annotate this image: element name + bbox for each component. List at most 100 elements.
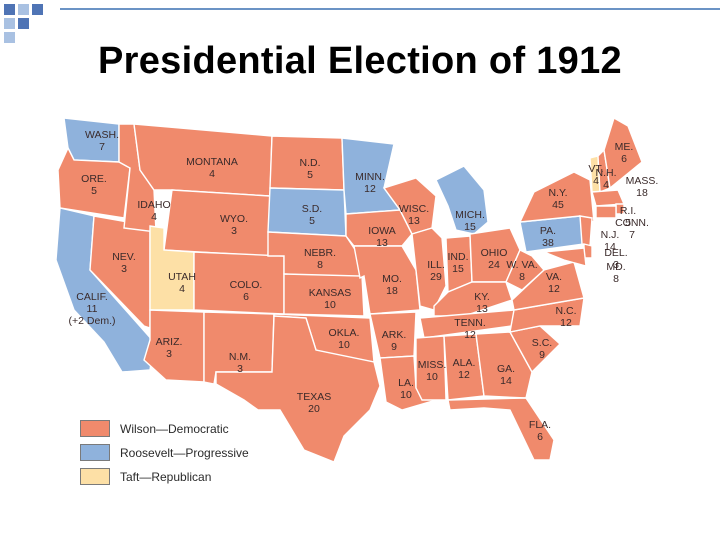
corner-square — [4, 32, 15, 43]
state-abbr: N.Y. — [548, 187, 567, 199]
state-conn — [595, 205, 617, 219]
state-abbr: NEV. — [112, 251, 136, 263]
state-label-me: ME. 6 — [615, 141, 634, 165]
state-label-ore: ORE. 5 — [81, 173, 107, 197]
title-rule — [60, 8, 720, 10]
state-label-okla: OKLA. 10 — [329, 327, 360, 351]
legend-label: Taft—Republican — [120, 469, 212, 484]
state-electoral-votes: 5 — [625, 217, 631, 229]
state-abbr: MISS. — [418, 359, 447, 371]
state-electoral-votes: 38 — [542, 237, 554, 249]
state-label-tenn: TENN. 12 — [454, 317, 486, 341]
state-electoral-votes: 18 — [386, 285, 398, 297]
state-abbr: S.C. — [532, 337, 552, 349]
corner-square — [4, 18, 15, 29]
state-note: (+2 Dem.) — [69, 315, 116, 327]
state-electoral-votes: 4 — [603, 179, 609, 191]
state-abbr: CALIF. — [76, 291, 108, 303]
state-electoral-votes: 12 — [364, 183, 376, 195]
state-label-nh: N.H. 4 — [596, 167, 617, 191]
state-abbr: LA. — [398, 377, 414, 389]
state-ill — [411, 227, 447, 311]
state-label-md: MD. 8 — [606, 261, 625, 285]
state-abbr: MONTANA — [186, 156, 238, 168]
state-abbr: MASS. — [626, 175, 659, 187]
state-electoral-votes: 10 — [324, 299, 336, 311]
state-label-miss: MISS. 10 — [418, 359, 447, 383]
state-abbr: UTAH — [168, 271, 196, 283]
state-electoral-votes: 18 — [636, 187, 648, 199]
state-miss — [415, 335, 447, 401]
state-electoral-votes: 12 — [464, 329, 476, 341]
state-electoral-votes: 3 — [121, 263, 127, 275]
state-label-conn: CONN. 7 — [615, 217, 649, 241]
state-label-iowa: IOWA 13 — [368, 225, 396, 249]
state-label-calif: CALIF. 11 (+2 Dem.) — [69, 291, 116, 327]
state-electoral-votes: 11 — [87, 303, 98, 315]
state-abbr: VA. — [546, 271, 562, 283]
state-label-nd: N.D. 5 — [300, 157, 321, 181]
state-electoral-votes: 20 — [308, 403, 320, 415]
state-electoral-votes: 3 — [613, 259, 619, 271]
state-abbr: VT. — [588, 163, 603, 175]
state-electoral-votes: 8 — [519, 271, 525, 283]
state-label-utah: UTAH 4 — [168, 271, 196, 295]
state-abbr: W. VA. — [506, 259, 537, 271]
state-label-sc: S.C. 9 — [532, 337, 552, 361]
state-abbr: ALA. — [453, 357, 476, 369]
state-abbr: IDAHO — [137, 199, 170, 211]
state-electoral-votes: 29 — [430, 271, 442, 283]
state-electoral-votes: 4 — [151, 211, 157, 223]
state-abbr: CONN. — [615, 217, 649, 229]
state-electoral-votes: 13 — [376, 237, 388, 249]
state-abbr: PA. — [540, 225, 556, 237]
state-md — [543, 247, 587, 267]
state-abbr: NEBR. — [304, 247, 336, 259]
state-abbr: OKLA. — [329, 327, 360, 339]
state-electoral-votes: 15 — [452, 263, 464, 275]
state-label-wash: WASH. 7 — [85, 129, 119, 153]
state-electoral-votes: 24 — [488, 259, 500, 271]
state-abbr: WASH. — [85, 129, 119, 141]
state-abbr: IND. — [448, 251, 469, 263]
state-electoral-votes: 3 — [237, 363, 243, 375]
state-label-pa: PA. 38 — [540, 225, 556, 249]
state-label-nm: N.M. 3 — [229, 351, 251, 375]
state-label-wyo: WYO. 3 — [220, 213, 248, 237]
state-label-ri: R.I. 5 — [620, 205, 636, 229]
legend-item-democratic: Wilson—Democratic — [80, 420, 229, 437]
state-ny — [518, 171, 595, 224]
state-electoral-votes: 5 — [307, 169, 313, 181]
state-label-idaho: IDAHO 4 — [137, 199, 170, 223]
legend-label: Wilson—Democratic — [120, 421, 229, 436]
state-abbr: N.C. — [556, 305, 577, 317]
state-electoral-votes: 14 — [500, 375, 512, 387]
state-label-la: LA. 10 — [398, 377, 414, 401]
state-electoral-votes: 12 — [560, 317, 572, 329]
state-abbr: WISC. — [399, 203, 429, 215]
state-label-minn: MINN. 12 — [355, 171, 385, 195]
state-electoral-votes: 3 — [231, 225, 237, 237]
state-electoral-votes: 4 — [179, 283, 185, 295]
corner-square — [32, 4, 43, 15]
state-abbr: R.I. — [620, 205, 636, 217]
state-label-ky: KY. 13 — [474, 291, 490, 315]
state-texas — [215, 315, 381, 463]
state-abbr: ILL. — [427, 259, 445, 271]
state-label-montana: MONTANA 4 — [186, 156, 238, 180]
state-abbr: KY. — [474, 291, 490, 303]
state-electoral-votes: 10 — [400, 389, 412, 401]
state-electoral-votes: 12 — [548, 283, 560, 295]
state-abbr: N.H. — [596, 167, 617, 179]
state-label-ariz: ARIZ. 3 — [156, 336, 183, 360]
state-abbr: FLA. — [529, 419, 551, 431]
state-abbr: KANSAS — [309, 287, 352, 299]
state-wva — [505, 249, 545, 291]
slide-title: Presidential Election of 1912 — [97, 40, 622, 82]
state-abbr: MINN. — [355, 171, 385, 183]
state-abbr: ME. — [615, 141, 634, 153]
state-electoral-votes: 15 — [464, 221, 476, 233]
state-ga — [475, 331, 533, 399]
state-label-ark: ARK. 9 — [382, 329, 407, 353]
